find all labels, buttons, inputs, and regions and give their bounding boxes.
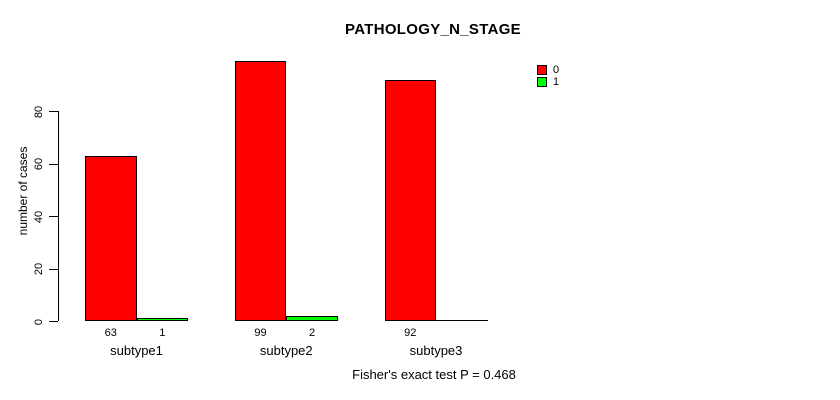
bar-value-label: 99 [254,327,267,339]
bar-series0-subtype2 [234,61,287,321]
y-axis-line [58,111,59,321]
y-tick [49,321,58,322]
legend-swatch-red [537,65,547,75]
y-tick [49,163,58,165]
bar-value-label: 92 [404,327,417,339]
x-category-label: subtype3 [409,343,463,358]
bar-series1-subtype1 [136,318,188,321]
y-tick [49,268,58,270]
y-tick-label: 40 [33,210,45,223]
x-category-label: subtype1 [110,343,163,358]
y-tick [49,216,58,217]
y-tick-label: 20 [33,262,45,276]
legend-label-0: 0 [553,64,560,76]
bar-value-label: 63 [104,327,117,339]
bar-series0-subtype3 [384,79,436,321]
x-category-label: subtype2 [259,343,313,358]
chart-title: PATHOLOGY_N_STAGE [345,21,521,38]
y-tick-label: 0 [33,318,45,325]
y-tick-label: 80 [33,105,45,118]
legend-item-0: 0 [537,64,560,76]
y-tick-label: 60 [33,157,45,171]
bar-value-label: 2 [308,327,316,339]
legend-label-1: 1 [553,76,560,88]
bar-series1-subtype2 [286,315,338,321]
fisher-test-note: Fisher's exact test P = 0.468 [352,367,516,382]
bar-value-label: 1 [159,327,166,339]
legend-item-1: 1 [537,76,560,88]
legend-swatch-green [537,77,547,87]
bar-series0-subtype1 [85,155,137,321]
legend: 0 1 [537,64,560,88]
y-tick [49,111,58,112]
bar-series1-subtype3 [436,320,488,321]
